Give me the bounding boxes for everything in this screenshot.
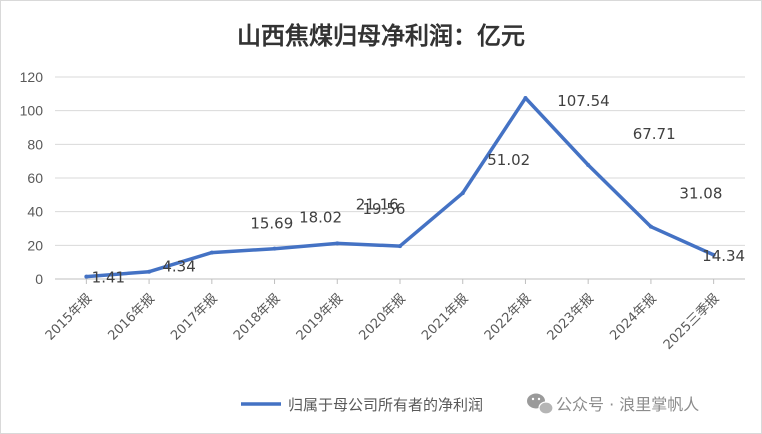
x-tick-label: 2015年报	[43, 291, 95, 343]
x-tick-label: 2018年报	[231, 291, 283, 343]
data-point	[272, 246, 277, 251]
y-tick-label: 60	[27, 170, 43, 186]
series-layer	[84, 95, 716, 279]
data-point	[648, 224, 653, 229]
x-tick-label: 2020年报	[356, 291, 408, 343]
y-tick-label: 80	[27, 136, 43, 152]
y-axis: 0 20 40 60 80 100 120	[20, 69, 44, 287]
data-label: 51.02	[487, 151, 530, 169]
x-tick-label: 2017年报	[168, 291, 220, 343]
x-tick-label: 2021年报	[419, 291, 471, 343]
y-tick-label: 20	[27, 237, 43, 253]
data-point	[335, 241, 340, 246]
data-label: 107.54	[557, 92, 610, 110]
data-label: 1.41	[92, 269, 125, 287]
x-tick-label: 2023年报	[545, 291, 597, 343]
x-tick-label: 2024年报	[607, 291, 659, 343]
x-tick-label: 2019年报	[294, 291, 346, 343]
data-point	[147, 269, 152, 274]
x-tick-label: 2016年报	[106, 291, 158, 343]
data-point	[711, 252, 716, 257]
legend-label: 归属于母公司所有者的净利润	[288, 396, 483, 414]
data-point	[398, 244, 402, 249]
watermark-text: 公众号 · 浪里掌帆人	[556, 395, 699, 414]
watermark: 公众号 · 浪里掌帆人	[527, 393, 699, 415]
data-label: 31.08	[679, 185, 722, 203]
data-point	[84, 274, 89, 279]
y-tick-label: 40	[27, 204, 43, 220]
data-label: 18.02	[299, 209, 342, 227]
data-label: 15.69	[250, 215, 293, 233]
data-point	[209, 250, 214, 255]
y-tick-label: 120	[20, 69, 44, 85]
x-axis: 2015年报 2016年报 2017年报 2018年报 2019年报 2020年报 2021…	[43, 279, 723, 353]
data-point	[523, 95, 528, 100]
gridlines	[55, 76, 745, 280]
data-label: 21.16	[356, 195, 399, 213]
data-point	[586, 163, 591, 168]
legend: 归属于母公司所有者的净利润	[241, 396, 483, 414]
data-label: 19.56	[363, 200, 406, 218]
data-point	[460, 191, 465, 196]
data-label: 67.71	[633, 125, 676, 143]
chart-title: 山西焦煤归母净利润：亿元	[237, 21, 525, 50]
y-tick-label: 0	[35, 271, 43, 287]
x-tick-label: 2025三季报	[661, 291, 723, 353]
wechat-icon	[527, 393, 554, 415]
y-tick-label: 100	[20, 103, 44, 119]
data-label: 14.34	[702, 247, 745, 265]
series-line	[84, 96, 716, 279]
data-label: 4.34	[162, 258, 195, 276]
x-tick-label: 2022年报	[482, 291, 534, 343]
